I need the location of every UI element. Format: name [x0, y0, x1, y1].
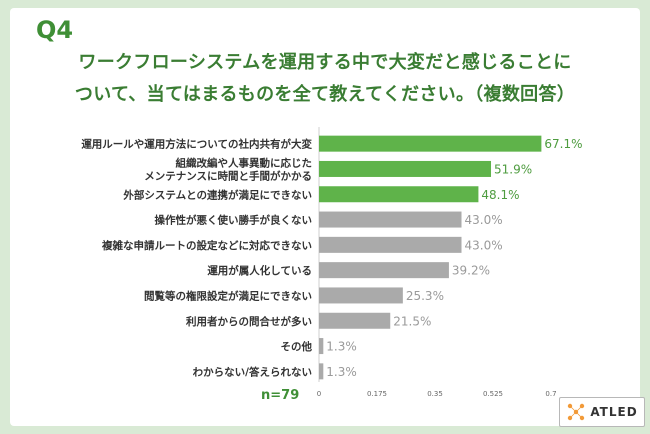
- logo-mark-icon: [568, 403, 585, 421]
- category-label: 閲覧等の権限設定が満足にできない: [144, 289, 312, 302]
- bar: [319, 287, 403, 304]
- x-tick-label: 0.35: [427, 390, 443, 398]
- chart-card: Q4 ワークフローシステムを運用する中で大変だと感じることに ついて、当てはまる…: [10, 8, 645, 427]
- category-label: 複雑な申請ルートの設定などに対応できない: [101, 239, 312, 252]
- category-label: 運用ルールや運用方法についての社内共有が大変: [81, 138, 312, 151]
- data-label: 48.1%: [481, 188, 519, 202]
- category-label: 外部システムとの連携が満足にできない: [122, 188, 312, 201]
- bar: [319, 186, 479, 203]
- x-tick-label: 0.7: [545, 390, 556, 398]
- question-number: Q4: [36, 16, 74, 44]
- data-label: 25.3%: [406, 289, 444, 303]
- data-label: 43.0%: [465, 213, 503, 227]
- data-label: 39.2%: [452, 264, 490, 278]
- data-label: 1.3%: [326, 340, 357, 354]
- chart-title-line1: ワークフローシステムを運用する中で大変だと感じることに: [78, 52, 572, 73]
- bar: [319, 262, 449, 279]
- logo-text: ATLED: [590, 405, 638, 419]
- data-label: 21.5%: [393, 314, 431, 328]
- data-label: 1.3%: [326, 365, 357, 379]
- bar: [319, 236, 462, 253]
- bar: [319, 160, 492, 177]
- x-tick-label: 0.525: [483, 390, 503, 398]
- category-label: メンテナンスに時間と手間がかかる: [144, 169, 312, 182]
- category-label: わからない/答えられない: [193, 365, 312, 378]
- data-label: 51.9%: [494, 162, 532, 176]
- data-label: 67.1%: [544, 137, 582, 151]
- category-label: 操作性が悪く使い勝手が良くない: [155, 214, 313, 227]
- sample-size: n=79: [261, 388, 300, 403]
- bar: [319, 363, 324, 380]
- chart-title-line2: ついて、当てはまるものを全て教えてください。（複数回答）: [74, 84, 576, 105]
- bar: [319, 211, 462, 228]
- bar: [319, 338, 324, 355]
- bar-chart: 67.1% 運用ルールや運用方法についての社内共有が大変 51.9% 組織改編や人事異…: [81, 127, 583, 398]
- category-label: 運用が属人化している: [207, 264, 312, 277]
- bar: [319, 312, 391, 329]
- category-label: 組織改編や人事異動に応じた: [176, 156, 313, 169]
- category-label: 利用者からの問合せが多い: [186, 315, 312, 328]
- atled-logo: ATLED: [559, 397, 645, 427]
- x-tick-label: 0.175: [367, 390, 387, 398]
- data-label: 43.0%: [465, 238, 503, 252]
- category-label: その他: [281, 340, 313, 353]
- x-tick-label: 0: [317, 390, 321, 398]
- bar: [319, 135, 542, 152]
